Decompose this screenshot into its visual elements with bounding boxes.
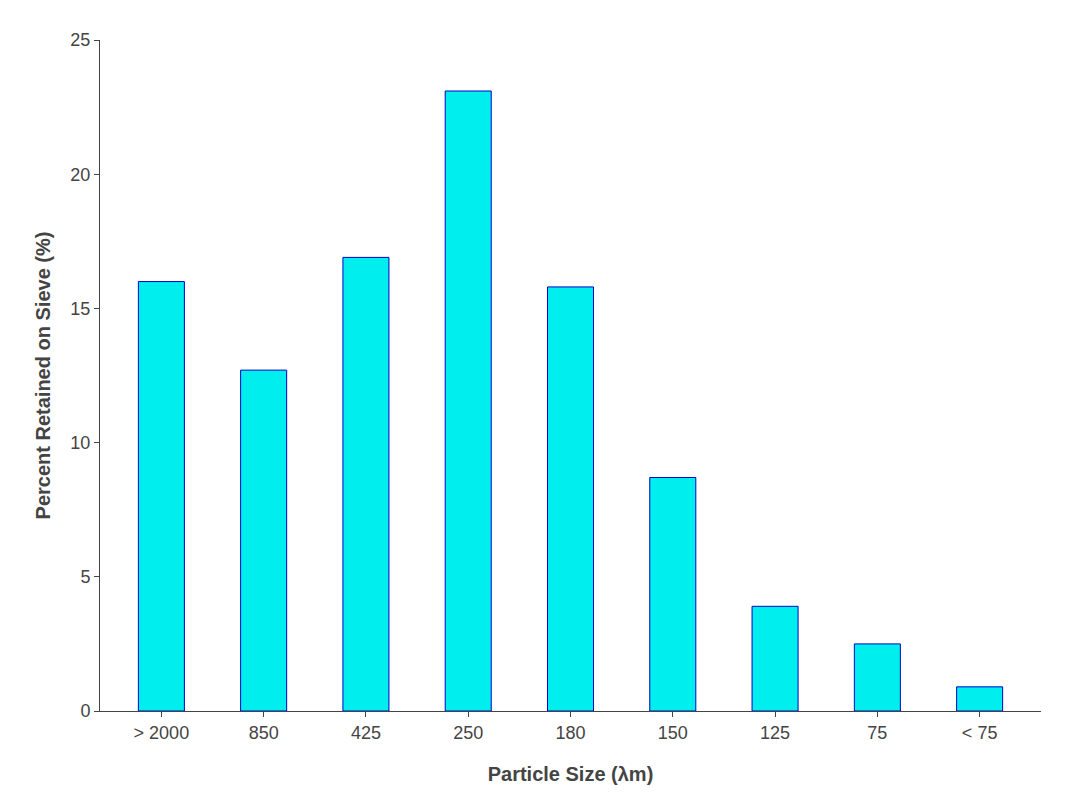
svg-text:15: 15 [70,299,90,319]
svg-text:850: 850 [249,723,279,743]
svg-text:0: 0 [80,701,90,721]
svg-text:Percent Retained on Sieve (%): Percent Retained on Sieve (%) [32,232,54,520]
svg-text:< 75: < 75 [962,723,998,743]
svg-text:10: 10 [70,433,90,453]
svg-text:75: 75 [867,723,887,743]
svg-text:250: 250 [453,723,483,743]
svg-text:425: 425 [351,723,381,743]
svg-text:> 2000: > 2000 [134,723,190,743]
svg-text:125: 125 [760,723,790,743]
svg-text:180: 180 [555,723,585,743]
svg-text:150: 150 [658,723,688,743]
svg-text:Particle Size (λm): Particle Size (λm) [488,763,654,785]
svg-text:25: 25 [70,30,90,50]
svg-text:20: 20 [70,165,90,185]
svg-text:5: 5 [80,567,90,587]
